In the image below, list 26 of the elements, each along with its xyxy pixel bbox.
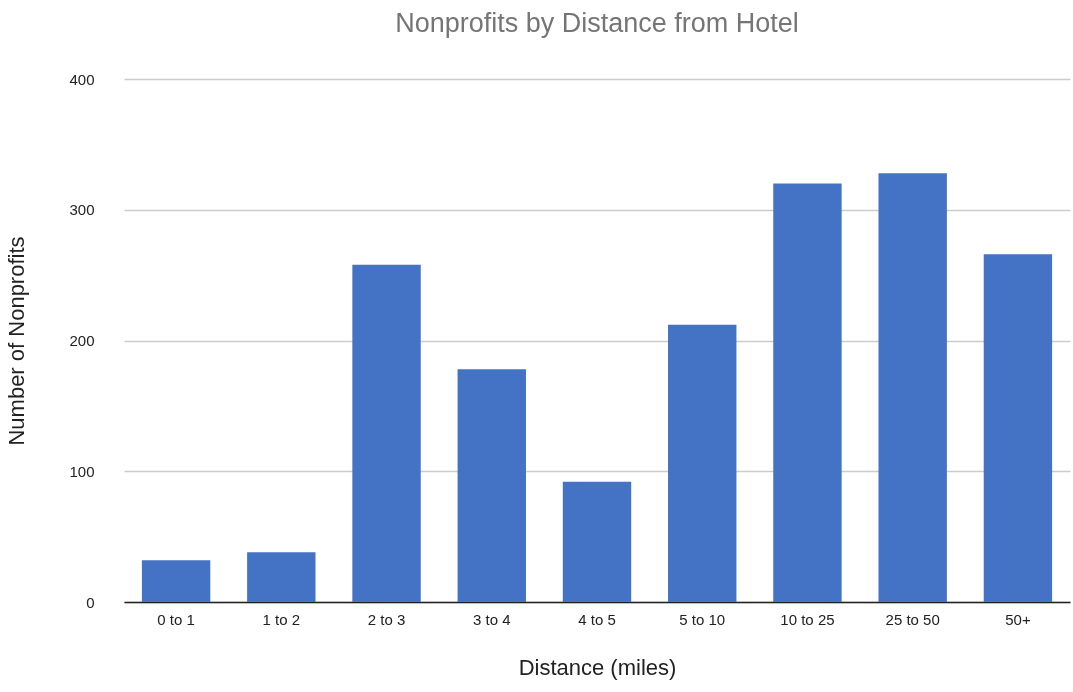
y-tick-label: 0 <box>86 593 95 611</box>
x-tick-label: 1 to 2 <box>262 610 301 628</box>
chart-title: Nonprofits by Distance from Hotel <box>395 8 799 38</box>
x-tick-label: 10 to 25 <box>780 610 835 628</box>
bar <box>562 481 632 602</box>
y-tick-label: 200 <box>69 332 95 349</box>
x-tick-label: 2 to 3 <box>367 610 406 628</box>
x-tick-label: 4 to 5 <box>578 610 616 628</box>
x-axis-title: Distance (miles) <box>518 654 677 680</box>
bar <box>878 173 947 602</box>
x-tick-label: 50+ <box>1005 610 1031 628</box>
x-tick-label: 0 to 1 <box>157 610 195 628</box>
bar <box>457 369 526 602</box>
bar <box>983 254 1053 602</box>
y-tick-label: 100 <box>69 462 95 480</box>
y-tick-label: 300 <box>69 201 95 219</box>
x-tick-label: 25 to 50 <box>885 610 940 628</box>
x-tick-label: 5 to 10 <box>679 610 726 628</box>
bar <box>141 560 211 602</box>
bar <box>247 552 316 602</box>
x-tick-label: 3 to 4 <box>473 610 511 628</box>
bar <box>668 324 737 602</box>
y-tick-label: 400 <box>69 70 95 88</box>
bar <box>352 264 421 602</box>
bar <box>773 183 842 602</box>
y-axis-title: Number of Nonprofits <box>4 236 30 446</box>
